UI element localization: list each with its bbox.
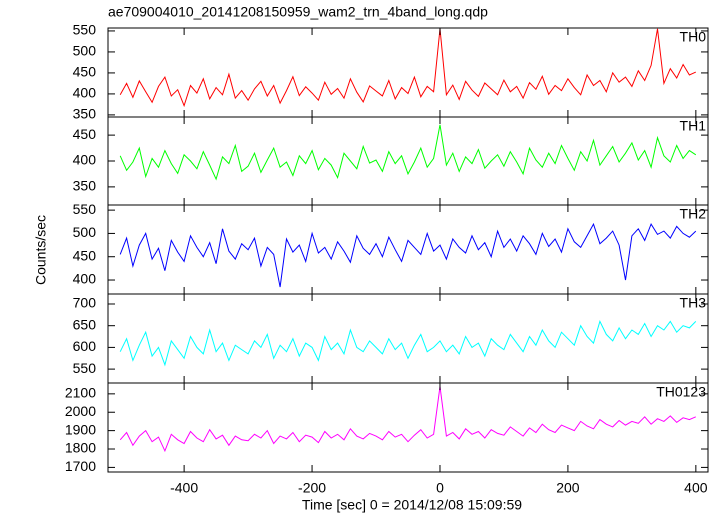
y-tick-label: 2100	[65, 385, 96, 401]
data-line	[119, 320, 697, 367]
y-tick-label: 450	[73, 64, 97, 80]
y-tick-label: 1900	[65, 421, 96, 437]
x-tick-label: 200	[556, 480, 580, 496]
x-axis-label: Time [sec] 0 = 2014/12/08 15:09:59	[302, 497, 522, 513]
y-tick-label: 600	[73, 338, 97, 354]
y-tick-label: 350	[73, 178, 97, 194]
data-line	[119, 124, 697, 181]
data-line	[119, 28, 697, 108]
y-tick-label: 450	[73, 247, 97, 263]
y-tick-label: 650	[73, 316, 97, 332]
data-line	[119, 386, 697, 453]
y-tick-label: 400	[73, 85, 97, 101]
y-tick-label: 550	[73, 360, 97, 376]
y-tick-label: 450	[73, 126, 97, 142]
legend-label: TH0123	[656, 384, 706, 400]
legend-label: TH1	[680, 118, 707, 134]
x-tick-label: 400	[684, 480, 708, 496]
x-tick-label: 0	[436, 480, 444, 496]
y-tick-label: 2000	[65, 403, 96, 419]
chart-title: ae709004010_20141208150959_wam2_trn_4ban…	[108, 4, 488, 20]
y-tick-label: 400	[73, 271, 97, 287]
panel-frame	[107, 116, 709, 206]
legend-label: TH2	[680, 206, 707, 222]
x-tick-label: -200	[298, 480, 326, 496]
legend-label: TH0	[680, 29, 707, 45]
y-axis-label: Counts/sec	[33, 215, 49, 285]
y-tick-label: 1700	[65, 458, 96, 474]
legend-label: TH3	[680, 295, 707, 311]
y-tick-label: 550	[73, 22, 97, 38]
y-tick-label: 500	[73, 43, 97, 59]
x-tick-label: -400	[170, 480, 198, 496]
panel-frame	[107, 382, 709, 473]
panel-frame	[107, 27, 709, 118]
y-tick-label: 350	[73, 106, 97, 122]
y-tick-label: 1800	[65, 440, 96, 456]
y-tick-label: 400	[73, 152, 97, 168]
panel-frame	[107, 293, 709, 384]
y-tick-label: 700	[73, 295, 97, 311]
y-tick-label: 500	[73, 224, 97, 240]
data-line	[119, 222, 697, 288]
y-tick-label: 550	[73, 201, 97, 217]
